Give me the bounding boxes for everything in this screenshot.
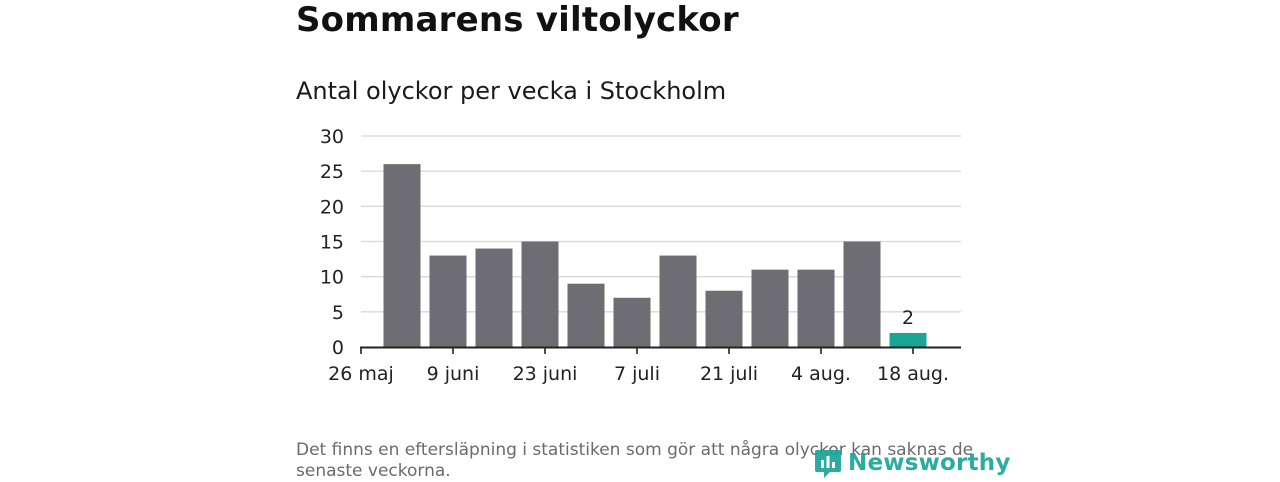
y-tick-label: 15 [320,232,344,254]
y-tick-label: 10 [320,267,344,289]
bar [383,164,421,347]
bar [843,241,881,347]
logo-text: Newsworthy [848,450,1011,476]
bars [383,164,927,347]
data-label: 2 [902,307,914,329]
bar [475,248,513,347]
chart-subtitle: Antal olyckor per vecka i Stockholm [296,77,727,105]
newsworthy-logo: Newsworthy [814,446,1011,480]
y-tick-label: 25 [320,161,344,183]
y-tick-label: 5 [332,302,344,324]
data-labels: 2 [902,307,914,329]
chart-title: Sommarens viltolyckor [296,0,739,40]
bar [797,269,835,347]
x-tick-label: 7 juli [614,363,660,385]
bar [567,283,605,347]
bar [705,290,743,347]
x-tick-label: 18 aug. [877,363,949,385]
bar [889,332,927,347]
x-tick-label: 23 juni [513,363,578,385]
x-tick-label: 9 juni [427,363,480,385]
y-tick-label: 0 [332,337,344,359]
bar [751,269,789,347]
y-tick-label: 30 [320,126,344,148]
x-tick-label: 26 maj [328,363,394,385]
y-axis-tick-labels: 0 5 10 15 20 25 30 [320,126,344,359]
bar [613,297,651,347]
x-tick-label: 4 aug. [791,363,851,385]
footnote: Det finns en eftersläpning i statistiken… [296,440,974,481]
logo-icon [815,450,841,478]
x-tick-label: 21 juli [700,363,758,385]
bar [659,255,697,347]
x-axis: 26 maj 9 juni 23 juni 7 juli 21 juli 4 aug. 18… [328,346,961,385]
bar [429,255,467,347]
y-tick-label: 20 [320,196,344,218]
bar [521,241,559,347]
